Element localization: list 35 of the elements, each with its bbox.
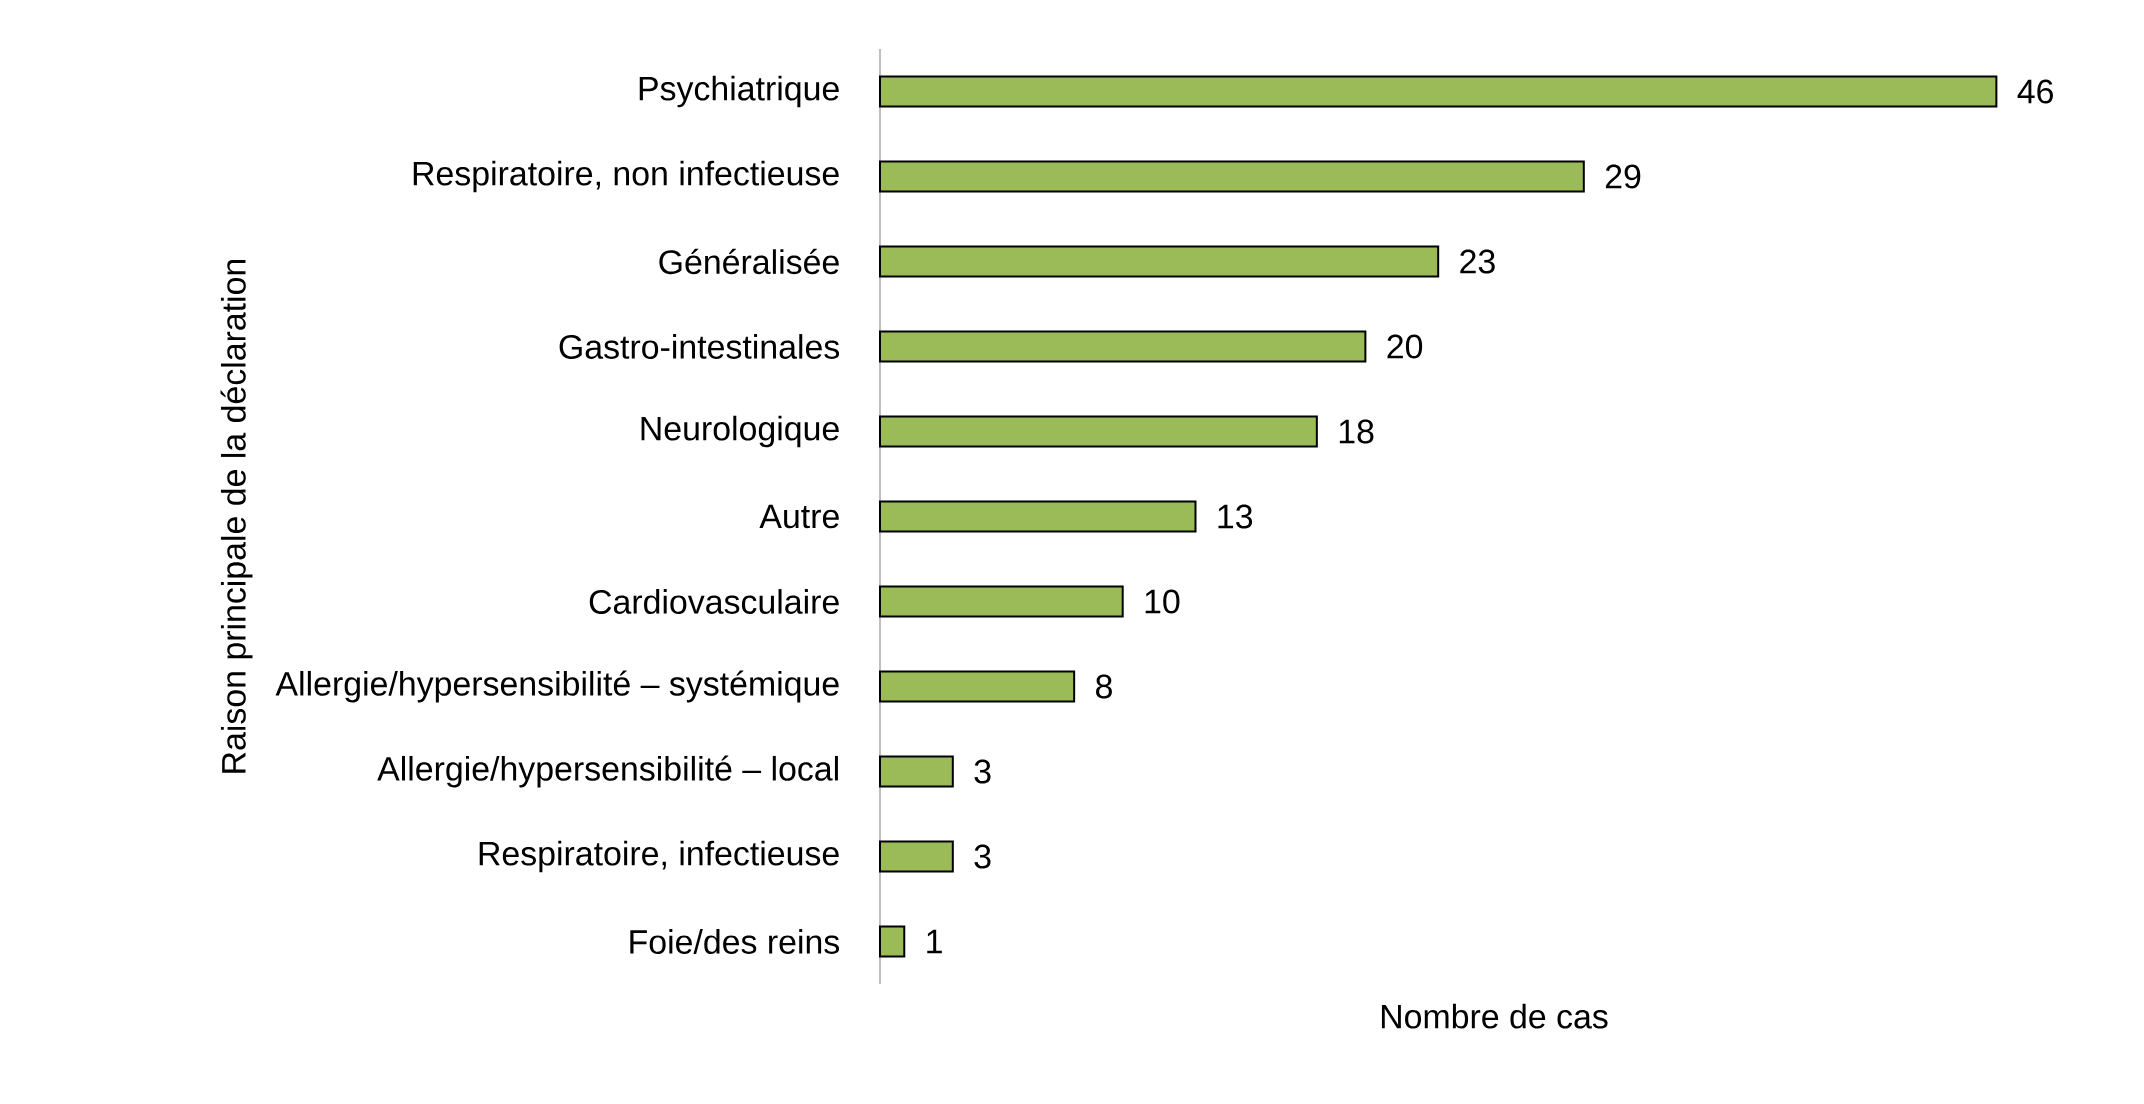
y-tick-label: Allergie/hypersensibilité – local bbox=[377, 755, 838, 788]
bar bbox=[879, 415, 1318, 448]
data-label: 1 bbox=[927, 929, 942, 954]
bar bbox=[879, 925, 906, 958]
data-label: 3 bbox=[974, 759, 991, 784]
y-tick-label: Généralisée bbox=[659, 248, 839, 275]
bar bbox=[879, 160, 1585, 193]
data-label: 3 bbox=[974, 844, 991, 869]
data-label: 29 bbox=[1605, 164, 1641, 189]
y-tick-label: Neurologique bbox=[641, 415, 839, 448]
y-tick-label: Cardiovasculaire bbox=[589, 589, 839, 614]
data-label: 8 bbox=[1096, 674, 1112, 699]
y-tick-label: Allergie/hypersensibilité – systémique bbox=[275, 670, 839, 703]
y-tick-label: Autre bbox=[759, 504, 839, 529]
data-label: 18 bbox=[1339, 419, 1374, 444]
y-tick-label: Respiratoire, infectieuse bbox=[479, 840, 839, 873]
data-label: 46 bbox=[2017, 79, 2053, 104]
bar bbox=[879, 500, 1197, 533]
data-label: 20 bbox=[1387, 334, 1423, 359]
y-tick-label: Gastro-intestinales bbox=[559, 334, 840, 359]
y-tick-label: Foie/des reins bbox=[630, 929, 840, 954]
y-tick-label: Psychiatrique bbox=[639, 75, 839, 108]
data-label: 10 bbox=[1145, 589, 1180, 614]
bar bbox=[879, 75, 1998, 108]
bar bbox=[879, 755, 954, 788]
y-tick-label: Respiratoire, non infectieuse bbox=[413, 160, 839, 193]
bar bbox=[879, 840, 954, 873]
bar bbox=[879, 330, 1367, 363]
bar bbox=[879, 670, 1076, 703]
bar bbox=[879, 585, 1124, 618]
y-axis-title: Raison principale de la déclaration bbox=[220, 259, 253, 773]
x-axis-title: Nombre de cas bbox=[1381, 1003, 1608, 1029]
bar bbox=[879, 245, 1440, 278]
data-label: 23 bbox=[1460, 249, 1495, 274]
data-label: 13 bbox=[1218, 504, 1253, 529]
